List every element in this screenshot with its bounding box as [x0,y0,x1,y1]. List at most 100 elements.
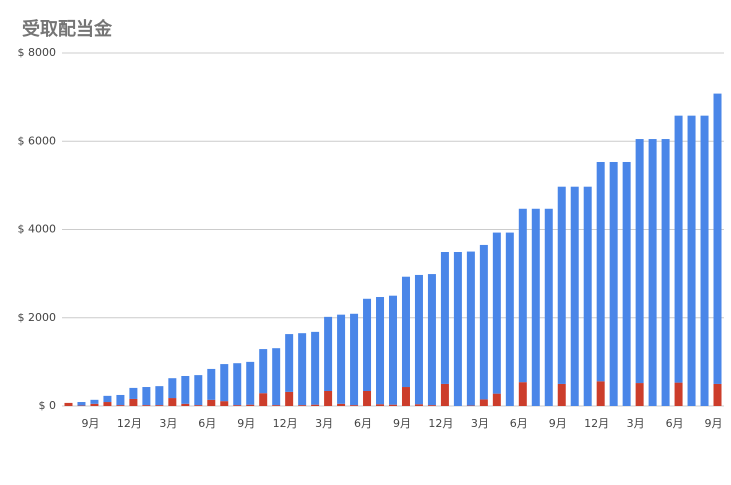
bar-segment [401,276,410,388]
y-tick-label: $ 6000 [18,134,57,147]
x-tick-label: 12月 [584,417,609,430]
bar-segment [220,364,229,402]
bar-segment [155,386,164,406]
x-tick-label: 9月 [705,417,723,430]
bar-segment [246,361,255,405]
bar-segment [440,383,449,406]
bar-segment [661,139,670,406]
bar-segment [233,363,242,406]
bar-segment [570,186,579,406]
x-tick-label: 9月 [237,417,255,430]
x-tick-label: 12月 [428,417,453,430]
bar-segment [129,387,138,399]
y-tick-label: $ 8000 [18,46,57,59]
bar-segment [635,139,644,384]
bar-segment [337,403,346,406]
bar-segment [207,368,216,400]
bar-segment [194,375,203,406]
bar-segment [77,402,86,406]
bar-segment [531,208,540,406]
bar-segment [324,390,333,406]
x-tick-label: 3月 [627,417,645,430]
bar-segment [635,383,644,406]
bar-segment [427,405,436,406]
bar-segment [285,391,294,406]
bar-segment [414,274,423,405]
bar-segment [324,316,333,391]
x-tick-label: 9月 [549,417,567,430]
bar-segment [492,393,501,406]
bar-segment [259,349,268,394]
bar-segment [505,232,514,406]
bar-segment [687,115,696,406]
bar-segment [168,378,177,399]
y-tick-label: $ 4000 [18,223,57,236]
bar-segment [363,390,372,406]
bar-segment [116,394,125,406]
x-tick-label: 6月 [354,417,372,430]
bar-segment [116,405,125,406]
bar-segment [453,252,462,406]
bar-segment [194,405,203,406]
bar-segment [350,405,359,406]
bar-segment [596,161,605,382]
bar-segment [622,161,631,406]
bar-segment [596,381,605,406]
bar-segment [337,314,346,404]
bar-segment [492,232,501,394]
bar-segment [389,295,397,405]
bar-segment [401,387,410,406]
bar-segment [259,393,268,406]
bar-segment [674,115,683,383]
bar-segment [479,399,488,406]
bar-segment [298,405,307,406]
bar-segment [363,298,372,391]
chart-title: 受取配当金 [22,18,113,40]
bar-segment [609,161,618,406]
bar-segment [713,383,722,406]
bar-segment [207,399,216,406]
bar-segment [246,404,255,406]
bar-segment [311,331,320,405]
x-tick-label: 12月 [117,417,142,430]
bar-segment [544,208,553,406]
bar-segment [440,252,449,384]
bar-segment [103,402,112,406]
x-tick-label: 3月 [159,417,177,430]
bar-segment [142,387,151,406]
bar-segment [557,383,566,406]
x-tick-label: 9月 [81,417,99,430]
y-tick-label: $ 2000 [18,311,57,324]
bar-segment [350,313,359,406]
bar-segment [466,251,475,406]
bar-segment [427,274,436,406]
bar-segment [168,398,177,406]
bar-segment [648,139,657,406]
bar-segment [311,404,320,406]
x-tick-label: 6月 [666,417,684,430]
bar-segment [90,403,99,406]
bar-segment [376,404,385,406]
bar-segment [103,395,112,403]
bar-segment [272,405,281,406]
bar-segment [700,115,709,406]
bar-segment [414,404,423,406]
x-tick-label: 6月 [198,417,216,430]
bar-segment [233,405,242,406]
bar-segment [518,208,527,383]
bar-segment [376,297,385,405]
bar-segment [155,405,164,406]
bar-segment [129,398,138,406]
x-tick-label: 12月 [273,417,298,430]
bar-segment [518,382,527,406]
bar-segment [557,186,566,384]
bar-segment [389,404,397,406]
bar-segment [674,382,683,406]
x-tick-label: 3月 [471,417,489,430]
bar-segment [181,375,190,404]
y-tick-label: $ 0 [39,399,57,412]
bar-segment [272,348,281,406]
bar-segment [479,244,488,400]
